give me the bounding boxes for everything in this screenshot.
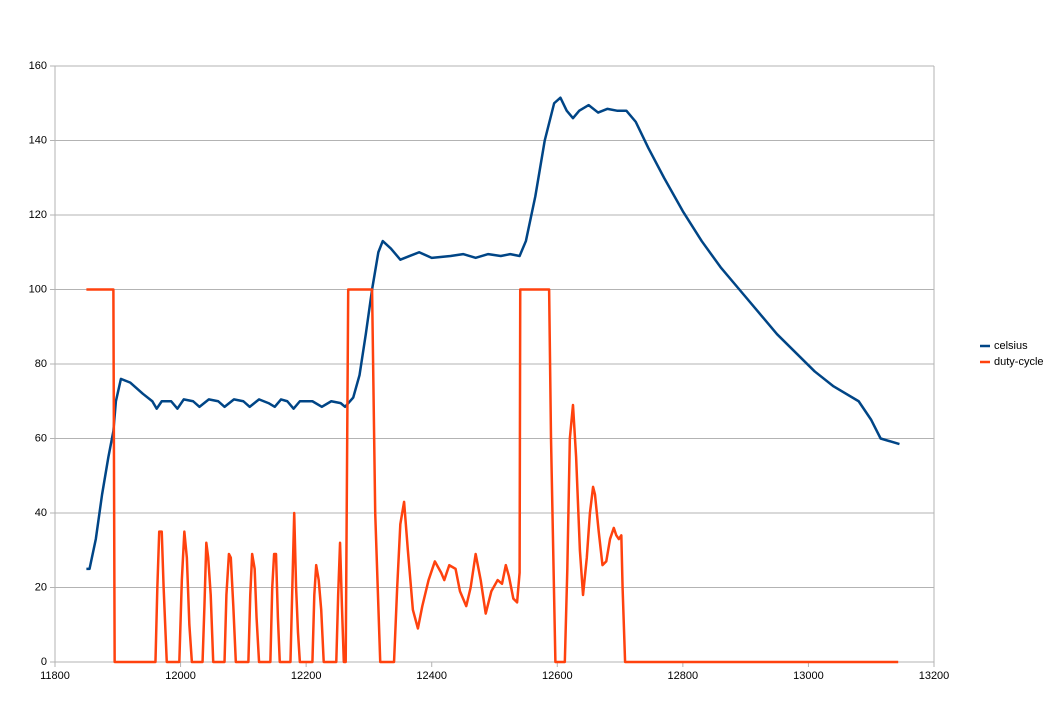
x-tick-label: 12400 [416,670,447,682]
data-line [86,288,899,664]
y-tick-label: 0 [41,656,47,668]
y-tick-label: 100 [29,283,47,295]
legend-label: celsius [994,340,1028,352]
x-tick-label: 13000 [793,670,824,682]
y-tick-label: 80 [35,358,47,370]
data-line [86,96,900,571]
y-tick-label: 20 [35,581,47,593]
y-tick-label: 60 [35,432,47,444]
x-tick-label: 12800 [668,670,699,682]
x-tick-label: 12000 [165,670,196,682]
y-tick-label: 120 [29,209,47,221]
x-tick-label: 11800 [40,670,70,682]
x-tick-label: 12600 [542,670,573,682]
y-tick-label: 40 [35,507,47,519]
y-tick-label: 160 [29,60,47,72]
x-tick-label: 12200 [291,670,322,682]
x-tick-label: 13200 [919,670,950,682]
y-tick-label: 140 [29,134,47,146]
legend-label: duty-cycle [994,356,1044,368]
